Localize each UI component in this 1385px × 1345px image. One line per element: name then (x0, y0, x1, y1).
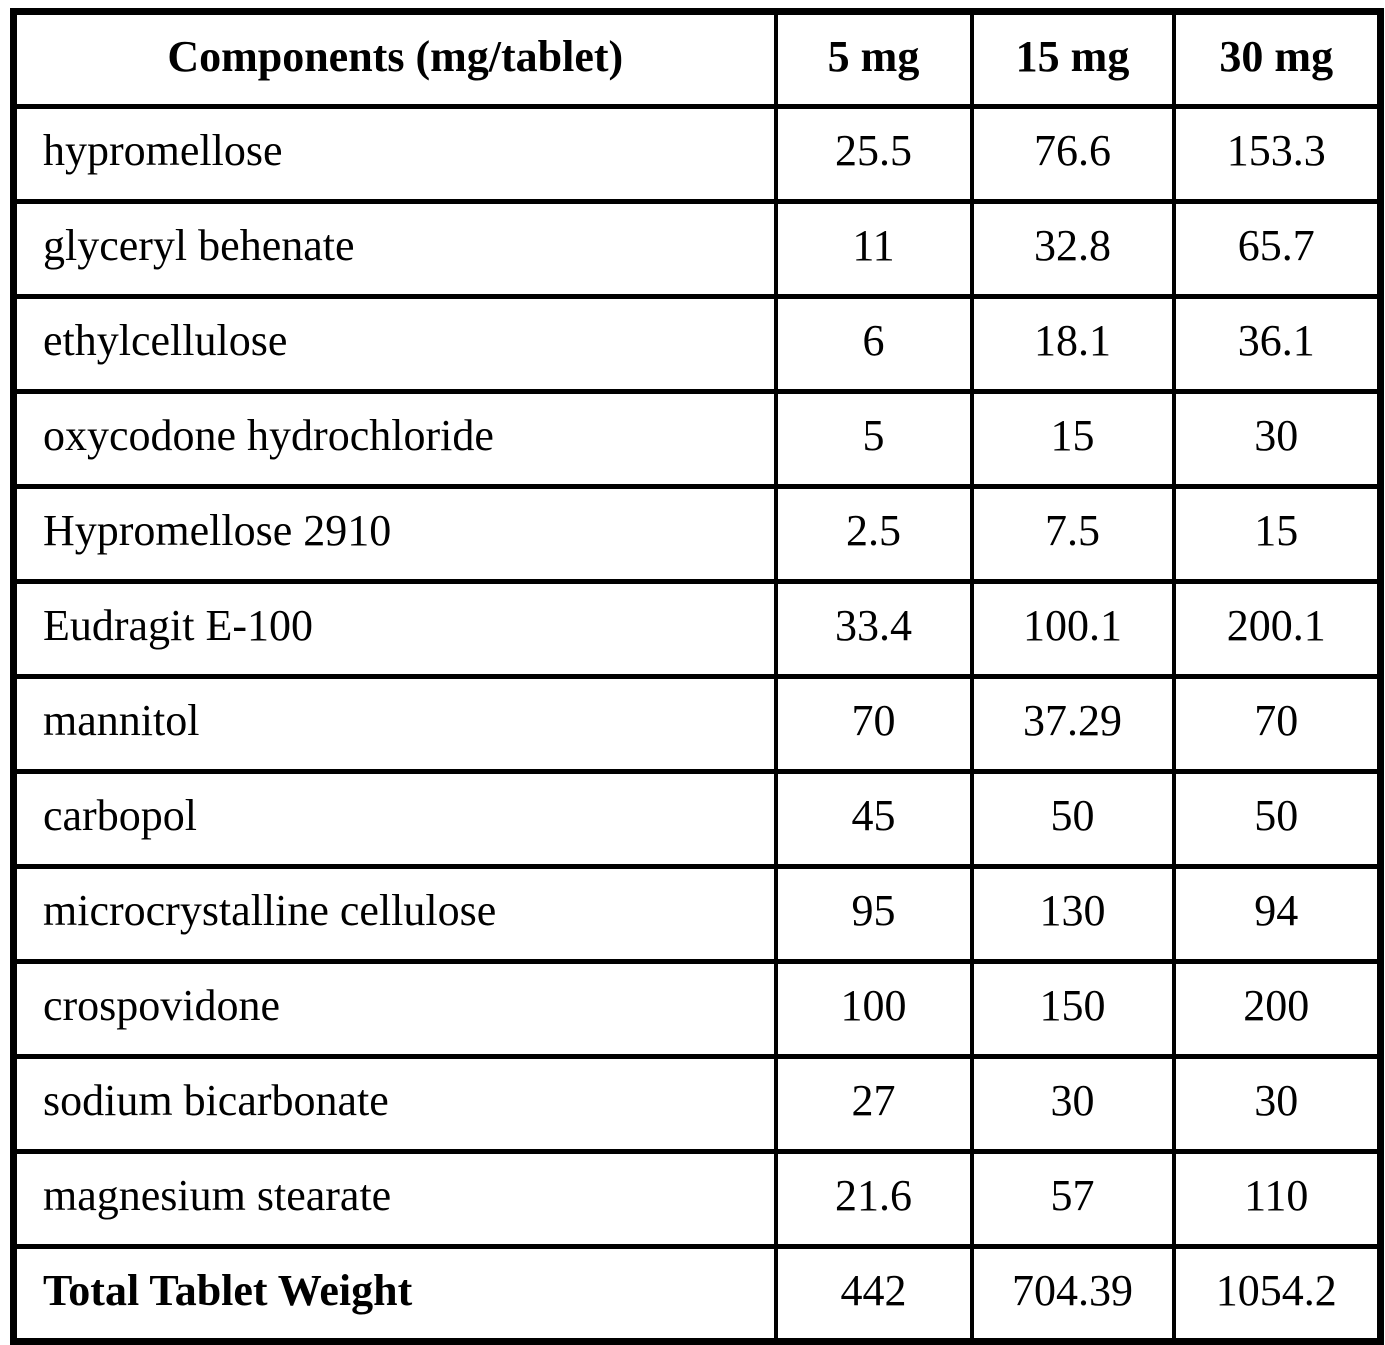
value-5mg: 21.6 (773, 1149, 974, 1249)
table-row: mannitol 70 37.29 70 (10, 674, 1384, 774)
table-row: Hypromellose 2910 2.5 7.5 15 (10, 484, 1384, 584)
formulation-table: Components (mg/tablet) 5 mg 15 mg 30 mg … (10, 8, 1384, 1345)
value-15mg: 30 (969, 1054, 1176, 1154)
value-30mg: 50 (1171, 769, 1384, 869)
value-30mg: 36.1 (1171, 294, 1384, 394)
value-5mg: 95 (773, 864, 974, 964)
table-row: ethylcellulose 6 18.1 36.1 (10, 294, 1384, 394)
component-cell: mannitol (10, 674, 778, 774)
value-15mg: 37.29 (969, 674, 1176, 774)
value-30mg: 153.3 (1171, 104, 1384, 204)
header-components: Components (mg/tablet) (10, 8, 778, 109)
value-5mg: 33.4 (773, 579, 974, 679)
value-5mg: 45 (773, 769, 974, 869)
value-30mg: 94 (1171, 864, 1384, 964)
component-cell: crospovidone (10, 959, 778, 1059)
table-row: crospovidone 100 150 200 (10, 959, 1384, 1059)
value-30mg: 110 (1171, 1149, 1384, 1249)
total-15mg: 704.39 (969, 1244, 1176, 1345)
table-row: hypromellose 25.5 76.6 153.3 (10, 104, 1384, 204)
value-5mg: 2.5 (773, 484, 974, 584)
value-15mg: 150 (969, 959, 1176, 1059)
table-row: sodium bicarbonate 27 30 30 (10, 1054, 1384, 1154)
table-row: microcrystalline cellulose 95 130 94 (10, 864, 1384, 964)
value-5mg: 11 (773, 199, 974, 299)
total-5mg: 442 (773, 1244, 974, 1345)
component-cell: microcrystalline cellulose (10, 864, 778, 964)
table-row: Eudragit E-100 33.4 100.1 200.1 (10, 579, 1384, 679)
value-30mg: 70 (1171, 674, 1384, 774)
value-30mg: 30 (1171, 1054, 1384, 1154)
component-cell: ethylcellulose (10, 294, 778, 394)
value-5mg: 25.5 (773, 104, 974, 204)
value-15mg: 76.6 (969, 104, 1176, 204)
header-dose-30mg: 30 mg (1171, 8, 1384, 109)
value-30mg: 15 (1171, 484, 1384, 584)
value-15mg: 15 (969, 389, 1176, 489)
component-cell: Eudragit E-100 (10, 579, 778, 679)
value-5mg: 6 (773, 294, 974, 394)
table-row: carbopol 45 50 50 (10, 769, 1384, 869)
header-dose-5mg: 5 mg (773, 8, 974, 109)
value-15mg: 130 (969, 864, 1176, 964)
value-30mg: 200 (1171, 959, 1384, 1059)
value-5mg: 5 (773, 389, 974, 489)
total-label: Total Tablet Weight (10, 1244, 778, 1345)
table-row: glyceryl behenate 11 32.8 65.7 (10, 199, 1384, 299)
total-30mg: 1054.2 (1171, 1244, 1384, 1345)
total-row: Total Tablet Weight 442 704.39 1054.2 (10, 1244, 1384, 1345)
value-30mg: 200.1 (1171, 579, 1384, 679)
component-cell: sodium bicarbonate (10, 1054, 778, 1154)
component-cell: Hypromellose 2910 (10, 484, 778, 584)
header-dose-15mg: 15 mg (969, 8, 1176, 109)
value-5mg: 70 (773, 674, 974, 774)
table-row: oxycodone hydrochloride 5 15 30 (10, 389, 1384, 489)
table-row: magnesium stearate 21.6 57 110 (10, 1149, 1384, 1249)
component-cell: magnesium stearate (10, 1149, 778, 1249)
value-15mg: 50 (969, 769, 1176, 869)
value-15mg: 57 (969, 1149, 1176, 1249)
header-row: Components (mg/tablet) 5 mg 15 mg 30 mg (10, 8, 1384, 109)
component-cell: glyceryl behenate (10, 199, 778, 299)
value-15mg: 100.1 (969, 579, 1176, 679)
component-cell: hypromellose (10, 104, 778, 204)
component-cell: carbopol (10, 769, 778, 869)
value-15mg: 18.1 (969, 294, 1176, 394)
value-15mg: 7.5 (969, 484, 1176, 584)
value-5mg: 27 (773, 1054, 974, 1154)
value-15mg: 32.8 (969, 199, 1176, 299)
value-30mg: 30 (1171, 389, 1384, 489)
value-30mg: 65.7 (1171, 199, 1384, 299)
component-cell: oxycodone hydrochloride (10, 389, 778, 489)
value-5mg: 100 (773, 959, 974, 1059)
